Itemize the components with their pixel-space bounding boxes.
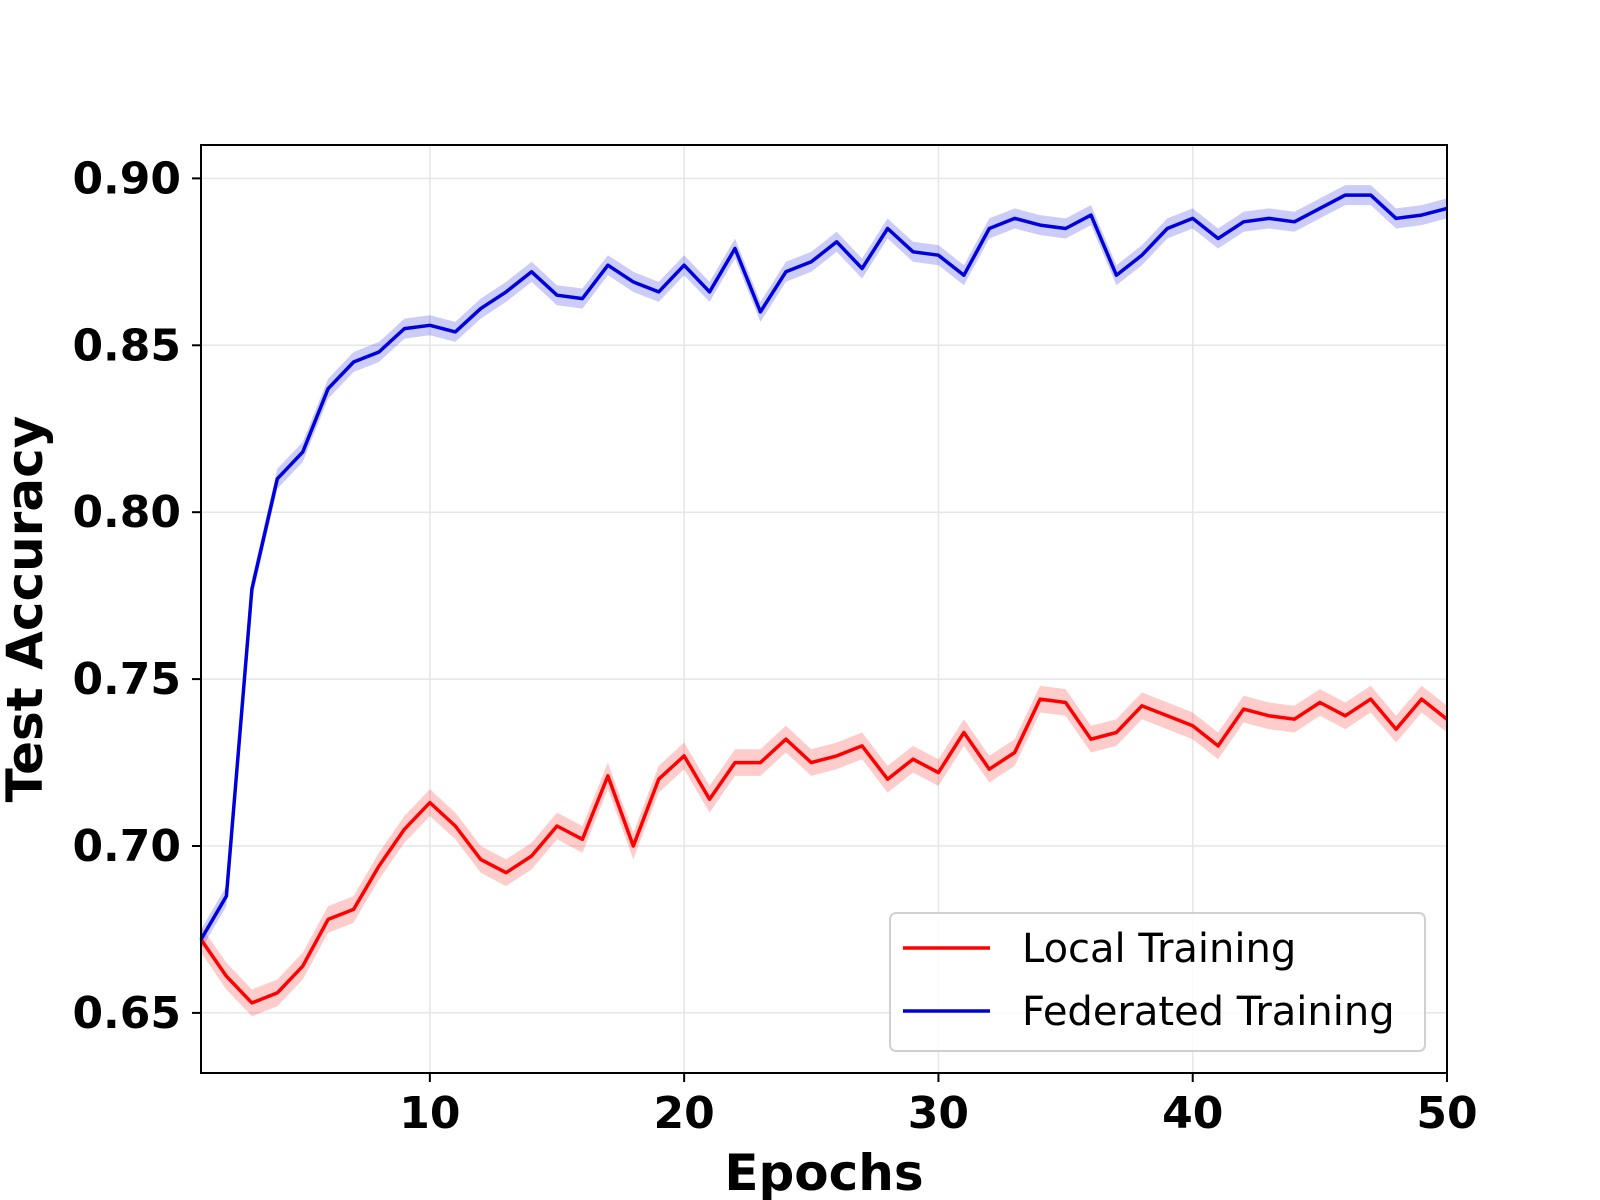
band-local-training	[201, 685, 1447, 1017]
x-tick-label: 30	[908, 1088, 969, 1139]
y-tick-label: 0.80	[72, 487, 181, 538]
legend-label-local-training: Local Training	[1022, 926, 1296, 972]
plot-frame	[200, 144, 1448, 1074]
x-tick-label: 10	[399, 1088, 460, 1139]
legend: Local Training Federated Training	[889, 912, 1426, 1052]
x-tick-label: 50	[1416, 1088, 1477, 1139]
x-tick-label: 40	[1162, 1088, 1223, 1139]
y-tick-label: 0.70	[72, 821, 181, 872]
legend-box	[889, 912, 1426, 1052]
y-tick-label: 0.65	[72, 988, 181, 1039]
x-axis-ticks: 10 20 30 40 50	[399, 1073, 1478, 1139]
series-lines	[199, 193, 1449, 1005]
band-federated-training	[201, 185, 1447, 950]
y-tick-label: 0.85	[72, 320, 181, 371]
y-tick-label: 0.75	[72, 654, 181, 705]
y-axis-ticks: 0.65 0.70 0.75 0.80 0.85 0.90	[72, 153, 201, 1039]
series-line-federated-training	[199, 193, 1448, 941]
x-axis-title: Epochs	[724, 1144, 923, 1200]
x-tick-label: 20	[654, 1088, 715, 1139]
y-tick-label: 0.90	[72, 153, 181, 204]
y-axis-title: Test Accuracy	[0, 416, 54, 803]
confidence-bands	[201, 185, 1447, 1017]
legend-label-federated-training: Federated Training	[1022, 989, 1395, 1035]
series-line-local-training	[199, 697, 1449, 1005]
